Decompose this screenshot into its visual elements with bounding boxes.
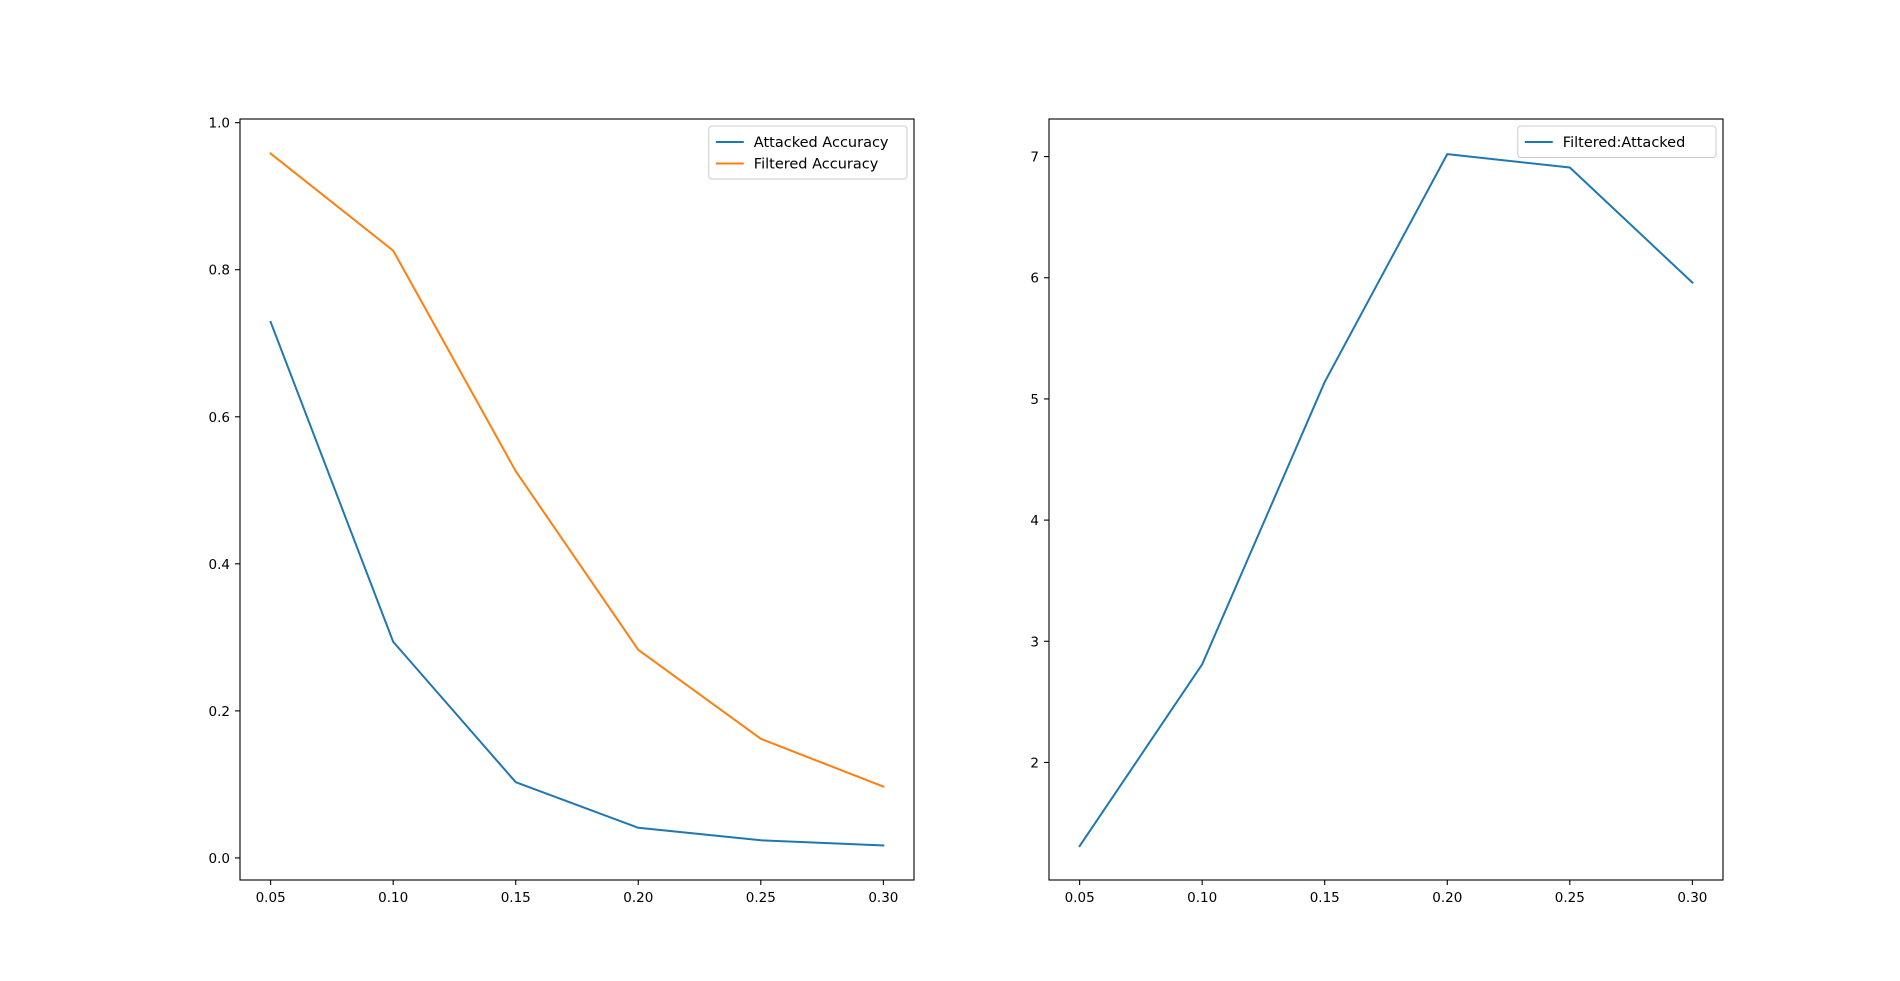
x-tick-label: 0.25	[1555, 890, 1585, 906]
legend: Filtered:Attacked	[1517, 125, 1717, 158]
y-tick-label: 6	[1030, 271, 1039, 287]
y-tick-label: 2	[1030, 755, 1039, 771]
axes-frame	[1048, 118, 1724, 881]
x-tick-label: 0.15	[501, 890, 531, 906]
x-tick-label: 0.10	[378, 890, 408, 906]
y-tick-label: 3	[1030, 634, 1039, 650]
x-tick-label: 0.30	[1677, 890, 1707, 906]
y-tick-label: 7	[1030, 150, 1039, 166]
axes-frame	[239, 118, 915, 881]
y-tick-label: 4	[1030, 513, 1039, 529]
legend-box	[1517, 125, 1717, 158]
x-tick-label: 0.05	[256, 890, 286, 906]
legend-label: Filtered Accuracy	[754, 157, 879, 173]
y-tick-label: 1.0	[209, 116, 230, 132]
series-line-1	[269, 152, 885, 788]
series-line-0	[1078, 153, 1694, 848]
legend: Attacked Accuracy Filtered Accuracy	[708, 125, 908, 180]
series-line-0	[269, 320, 885, 847]
x-tick-label: 0.20	[1432, 890, 1462, 906]
x-tick-label: 0.15	[1310, 890, 1340, 906]
chart-ratio: 0.05 0.10 0.15 0.20 0.25 0.30 2 3 4 5 6 7 Filtered:A…	[1030, 118, 1724, 906]
x-tick-label: 0.10	[1187, 890, 1217, 906]
y-tick-label: 0.2	[209, 704, 230, 720]
legend-label: Attacked Accuracy	[754, 135, 889, 151]
chart-accuracy: 0.05 0.10 0.15 0.20 0.25 0.30 0.0 0.2 0.4 0.6 0.8 1…	[209, 116, 915, 906]
x-tick-label: 0.25	[746, 890, 776, 906]
x-tick-label: 0.20	[623, 890, 653, 906]
y-tick-label: 0.0	[209, 851, 230, 867]
legend-label: Filtered:Attacked	[1563, 135, 1686, 151]
y-tick-label: 0.8	[209, 263, 230, 279]
y-tick-label: 0.4	[209, 557, 230, 573]
y-tick-label: 0.6	[209, 410, 230, 426]
x-tick-label: 0.05	[1065, 890, 1095, 906]
y-tick-label: 5	[1030, 392, 1039, 408]
x-tick-label: 0.30	[868, 890, 898, 906]
legend-box	[708, 125, 908, 180]
